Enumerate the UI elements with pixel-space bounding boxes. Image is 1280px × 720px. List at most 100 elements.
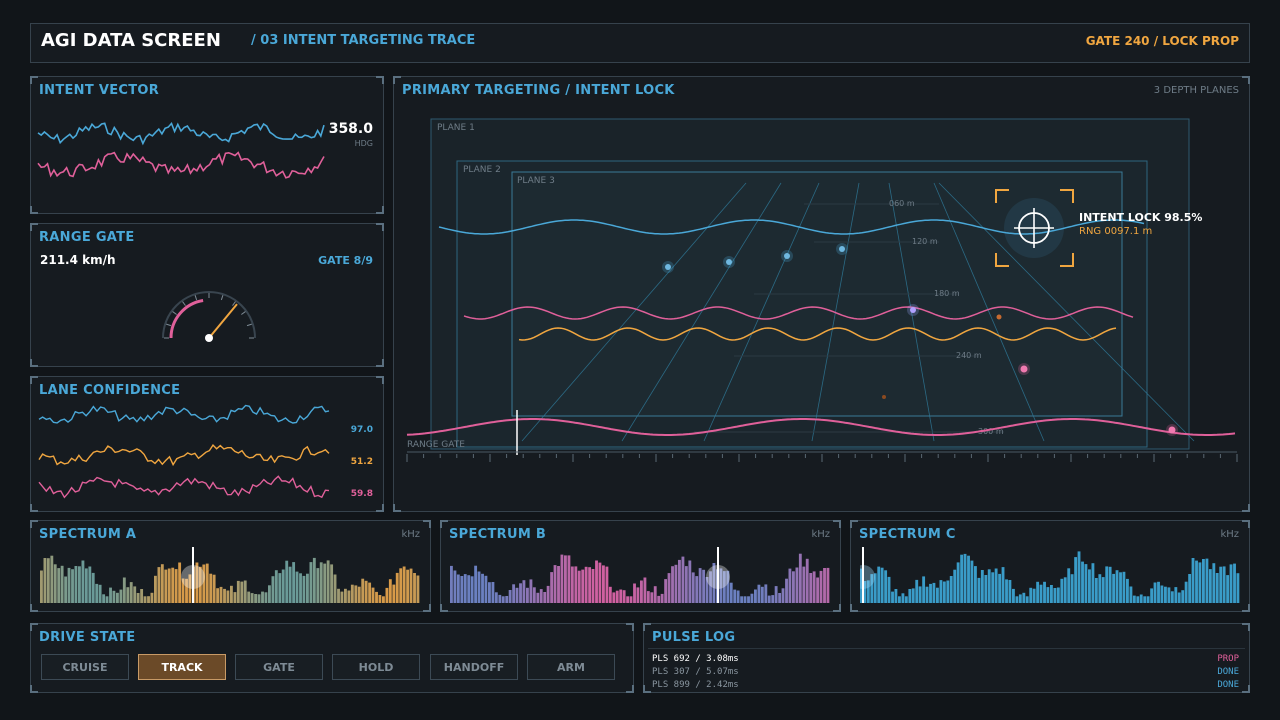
spectrum-bar bbox=[264, 592, 268, 603]
spectrum-bar bbox=[71, 569, 74, 603]
spectrum-bar bbox=[1032, 588, 1036, 603]
log-status: PROP bbox=[1217, 654, 1239, 664]
spectrum-bar bbox=[126, 587, 130, 603]
spectrum-bar bbox=[150, 592, 154, 603]
spectrum-bar bbox=[691, 572, 695, 603]
spectrum-bar bbox=[181, 578, 185, 603]
spectrum-bar bbox=[474, 565, 478, 603]
range-gate-panel: RANGE GATE 211.4 km/h GATE 8/9 bbox=[30, 223, 384, 367]
spectrum-bar bbox=[1036, 581, 1040, 603]
spectrum-bar bbox=[591, 569, 595, 603]
gauge-tick bbox=[232, 301, 236, 306]
spectrum-bar bbox=[274, 570, 278, 603]
spectrum-bar bbox=[1018, 594, 1022, 603]
gauge-tick bbox=[246, 323, 252, 327]
mode-arm-button[interactable]: ARM bbox=[527, 654, 615, 680]
spectrum-bar bbox=[81, 560, 85, 603]
spectrum-bar bbox=[922, 576, 926, 603]
spectrum-bar bbox=[636, 587, 640, 603]
spectrum-bar bbox=[1181, 590, 1185, 603]
mode-handoff-button[interactable]: HANDOFF bbox=[430, 654, 518, 680]
spectrum-bar bbox=[671, 566, 674, 603]
spectrum-b-title: SPECTRUM B bbox=[449, 527, 547, 542]
spectrum-bar bbox=[223, 588, 226, 603]
app-title: AGI DATA SCREEN bbox=[41, 30, 221, 51]
spectrum-bar bbox=[382, 596, 385, 603]
spectrum-bar bbox=[40, 570, 43, 603]
spectrum-bar bbox=[702, 569, 706, 603]
range-markers: 060 m 120 m 180 m 240 m 300 m bbox=[694, 199, 1004, 436]
lane-confidence-traces bbox=[38, 404, 330, 499]
spectrum-bar bbox=[1229, 564, 1233, 603]
spectrum-bar bbox=[953, 569, 957, 603]
spectrum-bar bbox=[88, 566, 92, 603]
spectrum-bar bbox=[494, 592, 498, 603]
speed-value: 211.4 km/h bbox=[40, 253, 116, 267]
spectrum-bar bbox=[608, 586, 612, 603]
spectrum-bar bbox=[1236, 573, 1240, 603]
spectrum-bar bbox=[529, 579, 533, 603]
range-240: 240 m bbox=[956, 351, 982, 360]
spectrum-bar bbox=[299, 573, 302, 603]
spectrum-bar bbox=[1119, 572, 1122, 603]
spectrum-bar bbox=[278, 573, 282, 603]
spectrum-bar bbox=[1143, 596, 1147, 603]
spectrum-bar bbox=[402, 566, 406, 603]
mode-track-button[interactable]: TRACK bbox=[138, 654, 226, 680]
spectrum-bar bbox=[378, 595, 382, 603]
spectrum-bar bbox=[1008, 580, 1012, 603]
spectrum-bar bbox=[873, 573, 877, 603]
spectrum-bar bbox=[350, 584, 354, 603]
spectrum-bar bbox=[160, 564, 164, 603]
spectrum-bar bbox=[1160, 585, 1164, 603]
intent-lock-label: INTENT LOCK 98.5% bbox=[1079, 211, 1202, 224]
spectrum-bar bbox=[660, 593, 664, 603]
spectrum-bar bbox=[984, 575, 988, 603]
mode-cruise-button[interactable]: CRUISE bbox=[41, 654, 129, 680]
spectrum-bar bbox=[823, 568, 826, 603]
spectrum-bar bbox=[932, 582, 936, 603]
spectrum-bar bbox=[894, 589, 898, 603]
spectrum-bar bbox=[326, 560, 330, 603]
spectrum-bar bbox=[781, 588, 785, 603]
spectrum-bar bbox=[357, 586, 361, 603]
spectrum-bar bbox=[261, 591, 264, 603]
spectrum-bar bbox=[413, 573, 416, 603]
spectrum-bar bbox=[643, 577, 647, 603]
spectrum-bar bbox=[1122, 571, 1126, 603]
spectrum-bar bbox=[750, 593, 754, 603]
spectrum-bar bbox=[1022, 592, 1026, 603]
spectrum-bar bbox=[584, 566, 588, 603]
spectrum-bar bbox=[285, 560, 289, 603]
spectrum-bar bbox=[698, 568, 702, 603]
spectrum-bar bbox=[1164, 586, 1167, 603]
header-bar: AGI DATA SCREEN / 03 INTENT TARGETING TR… bbox=[30, 23, 1250, 63]
spectrum-bar bbox=[240, 581, 244, 603]
spectrum-bar bbox=[754, 589, 757, 603]
spectrum-bar bbox=[956, 562, 960, 603]
mode-hold-button[interactable]: HOLD bbox=[332, 654, 420, 680]
spectrum-bar bbox=[1094, 578, 1098, 603]
spectrum-bar bbox=[736, 590, 740, 603]
spectrum-bar bbox=[747, 596, 750, 603]
spectrum-bar bbox=[74, 566, 78, 603]
spectrum-bar bbox=[805, 558, 809, 603]
mode-gate-button[interactable]: GATE bbox=[235, 654, 323, 680]
range-180: 180 m bbox=[934, 289, 960, 298]
spectrum-bar bbox=[960, 554, 964, 603]
spectrum-bar bbox=[364, 580, 368, 603]
spectrum-bar bbox=[653, 586, 657, 603]
gate-count: GATE 8/9 bbox=[318, 254, 373, 267]
spectrum-bar bbox=[798, 553, 802, 603]
spectrum-bar bbox=[257, 594, 261, 603]
spectrum-bar bbox=[915, 579, 919, 603]
spectrum-bar bbox=[416, 575, 420, 603]
spectrum-bar bbox=[546, 585, 550, 603]
spectrum-bar bbox=[1153, 582, 1157, 603]
spectrum-bar bbox=[1088, 569, 1091, 603]
spectrum-bar bbox=[826, 567, 830, 603]
spectrum-bar bbox=[974, 566, 977, 603]
gauge-hub bbox=[205, 334, 213, 342]
intent-vector-waveform bbox=[37, 121, 325, 179]
spectrum-bar bbox=[619, 589, 623, 603]
